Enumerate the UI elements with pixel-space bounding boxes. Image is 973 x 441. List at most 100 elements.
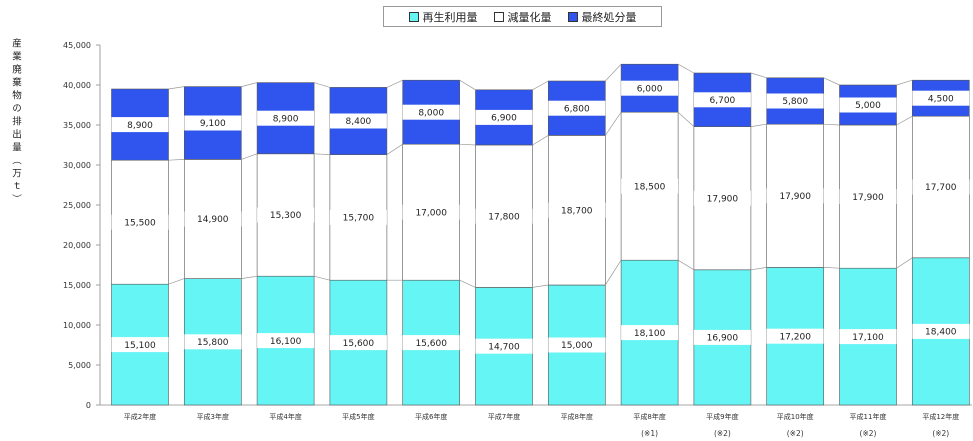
x-tick-label: 平成11年度	[850, 412, 887, 421]
data-label-recycled: 17,100	[852, 333, 884, 343]
series-line-recycled	[750, 267, 767, 271]
series-line-reduced	[241, 153, 258, 160]
data-label-band-reduced	[912, 179, 970, 195]
y-tick-label: 15,000	[63, 281, 91, 290]
data-label-band-reduced	[257, 207, 315, 223]
data-label-final-disposal: 8,400	[346, 117, 372, 127]
legend-swatch-reduced	[493, 11, 504, 22]
data-label-band-recycled	[184, 334, 242, 350]
data-label-recycled: 16,100	[270, 337, 302, 347]
y-tick-label: 45,000	[63, 41, 91, 50]
series-line-final-disposal	[459, 79, 476, 91]
legend-label-final-disposal: 最終処分量	[581, 10, 637, 24]
data-label-band-final-disposal	[329, 113, 387, 129]
data-label-final-disposal: 8,900	[127, 121, 153, 131]
data-label-band-final-disposal	[184, 115, 242, 131]
legend-label-reduced: 減量化量	[507, 10, 552, 24]
data-label-band-recycled	[766, 328, 824, 344]
data-label-final-disposal: 4,500	[928, 94, 954, 104]
data-label-band-final-disposal	[111, 117, 169, 133]
data-label-final-disposal: 6,800	[564, 104, 590, 114]
data-label-band-recycled	[329, 335, 387, 351]
data-label-band-recycled	[693, 329, 751, 345]
data-label-band-recycled	[839, 329, 897, 345]
data-label-band-final-disposal	[621, 80, 679, 96]
data-label-reduced: 15,300	[270, 211, 302, 221]
data-label-band-final-disposal	[912, 90, 970, 106]
x-tick-label: 平成5年度	[342, 412, 374, 421]
x-tick-note: (※2)	[714, 429, 731, 438]
data-label-final-disposal: 8,000	[418, 108, 444, 118]
chart-legend: 再生利用量 減量化量 最終処分量	[383, 6, 662, 27]
y-tick-label: 5,000	[68, 361, 91, 370]
data-label-band-recycled	[548, 337, 606, 353]
series-line-reduced	[896, 115, 913, 126]
series-line-recycled	[605, 260, 622, 286]
data-label-recycled: 15,100	[124, 341, 156, 351]
x-tick-label: 平成3年度	[197, 412, 229, 421]
series-line-final-disposal	[750, 72, 767, 79]
series-line-recycled	[314, 275, 330, 281]
data-label-reduced: 17,800	[488, 212, 520, 222]
data-label-band-reduced	[111, 214, 169, 230]
legend-label-recycled: 再生利用量	[422, 10, 478, 24]
data-label-band-recycled	[475, 338, 533, 354]
series-line-recycled	[823, 267, 840, 269]
data-label-band-final-disposal	[402, 104, 460, 120]
data-label-band-reduced	[839, 189, 897, 205]
data-label-reduced: 18,700	[561, 206, 593, 216]
data-label-reduced: 17,900	[779, 192, 811, 202]
x-tick-label: 平成9年度	[706, 412, 738, 421]
x-tick-label: 平成8年度	[561, 412, 593, 421]
data-label-final-disposal: 6,900	[491, 114, 517, 124]
x-tick-label: 平成10年度	[777, 412, 814, 421]
series-line-final-disposal	[532, 80, 549, 91]
x-tick-label: 平成12年度	[922, 412, 959, 421]
x-tick-note: (※2)	[932, 429, 949, 438]
series-line-final-disposal	[386, 79, 403, 88]
series-line-recycled	[168, 278, 185, 285]
data-label-recycled: 14,700	[488, 342, 520, 352]
series-line-final-disposal	[823, 77, 840, 86]
y-tick-label: 10,000	[63, 321, 91, 330]
series-line-final-disposal	[677, 63, 695, 74]
y-tick-label: 30,000	[63, 161, 91, 170]
data-label-recycled: 15,000	[561, 341, 593, 351]
series-line-recycled	[241, 275, 258, 279]
series-line-reduced	[823, 123, 840, 126]
data-label-band-reduced	[693, 190, 751, 206]
data-label-reduced: 17,000	[415, 208, 447, 218]
data-label-band-reduced	[766, 188, 824, 204]
data-label-recycled: 15,800	[197, 338, 229, 348]
y-tick-label: 40,000	[63, 81, 91, 90]
y-tick-label: 0	[86, 401, 91, 410]
data-label-recycled: 15,600	[343, 339, 375, 349]
data-label-reduced: 17,700	[925, 183, 957, 193]
data-label-band-reduced	[402, 204, 460, 220]
legend-item-reduced: 減量化量	[493, 9, 552, 25]
series-line-final-disposal	[896, 79, 913, 86]
series-line-final-disposal	[168, 86, 185, 90]
data-label-band-reduced	[184, 211, 242, 227]
series-line-final-disposal	[605, 63, 622, 82]
data-label-recycled: 18,400	[925, 328, 957, 338]
data-label-band-reduced	[475, 208, 533, 224]
series-line-reduced	[605, 112, 622, 136]
data-label-band-recycled	[912, 323, 970, 339]
series-line-recycled	[532, 284, 549, 288]
data-label-final-disposal: 6,000	[637, 84, 663, 94]
data-label-final-disposal: 5,000	[855, 101, 881, 111]
x-tick-note: (※2)	[860, 429, 877, 438]
data-label-band-reduced	[621, 178, 679, 194]
legend-item-final-disposal: 最終処分量	[567, 9, 637, 25]
series-line-reduced	[168, 159, 185, 161]
data-label-recycled: 16,900	[707, 334, 739, 344]
x-tick-label: 平成7年度	[488, 412, 520, 421]
series-line-reduced	[314, 153, 330, 155]
data-label-band-final-disposal	[475, 109, 533, 125]
data-label-final-disposal: 8,900	[273, 114, 299, 124]
series-line-recycled	[677, 259, 695, 271]
legend-swatch-final-disposal	[567, 11, 578, 22]
data-label-band-final-disposal	[766, 93, 824, 109]
